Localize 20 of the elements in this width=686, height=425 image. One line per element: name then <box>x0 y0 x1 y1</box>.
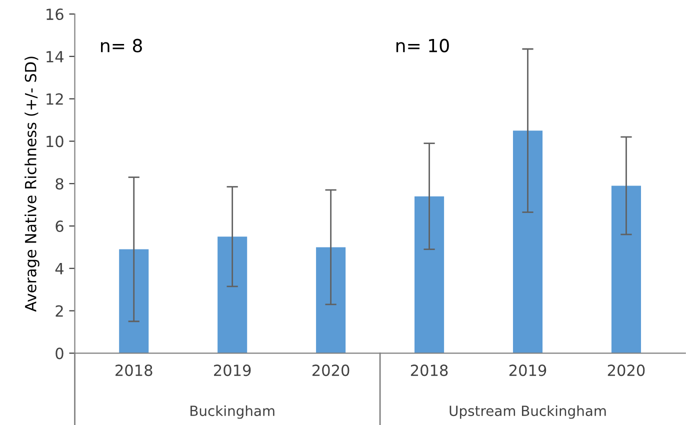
y-tick-label: 0 <box>56 348 64 360</box>
y-tick-label: 16 <box>46 8 64 20</box>
y-tick-label: 4 <box>55 263 64 274</box>
y-tick-label: 12 <box>46 93 63 105</box>
text: Buckingham <box>190 405 274 419</box>
x-tick-label: 2020 <box>312 364 350 376</box>
y-axis-title: Average Native Richness (+/- SD) <box>24 56 40 312</box>
y-tick-label: 14 <box>46 51 64 62</box>
x-tick-label: 2019 <box>214 364 251 376</box>
x-tick-label: 2020 <box>608 364 645 376</box>
annotation: n= 8 <box>101 38 142 52</box>
y-tick-label: 6 <box>56 220 64 232</box>
x-tick-label: 2019 <box>509 364 546 376</box>
x-tick-label: 2018 <box>116 364 152 376</box>
x-tick-label: 2018 <box>410 364 448 376</box>
y-tick-label: 2 <box>56 305 63 317</box>
annotation: n= 10 <box>396 38 449 52</box>
y-tick-label: 8 <box>56 178 64 190</box>
y-tick-label: 10 <box>46 136 64 148</box>
text: Upstream Buckingham <box>450 405 606 419</box>
